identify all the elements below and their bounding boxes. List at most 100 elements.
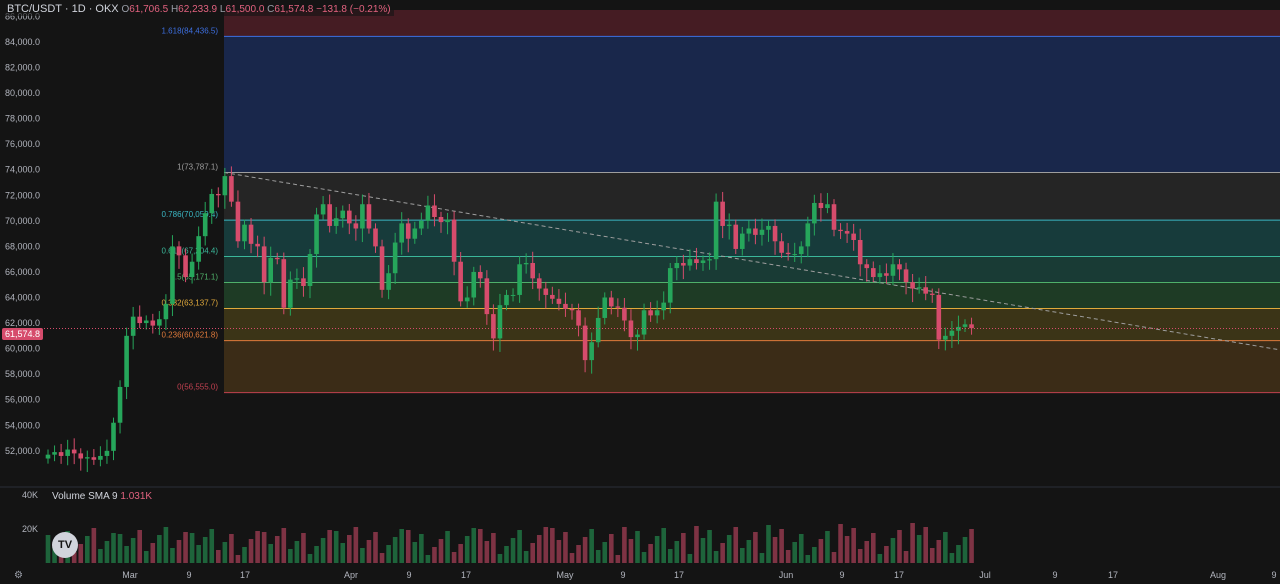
candle-body bbox=[353, 223, 359, 229]
candle-body bbox=[877, 273, 883, 278]
candle-body bbox=[478, 271, 483, 279]
volume-bar bbox=[157, 535, 162, 563]
candle-body bbox=[491, 314, 496, 339]
symbol-title[interactable]: BTC/USDT · 1D · OKX bbox=[7, 3, 119, 15]
volume-bar bbox=[753, 532, 758, 563]
candle-body bbox=[111, 422, 116, 451]
x-tick-label: 17 bbox=[894, 570, 904, 580]
volume-bar bbox=[104, 541, 110, 563]
volume-bar bbox=[137, 530, 142, 563]
candle-body bbox=[785, 252, 791, 255]
volume-bar bbox=[497, 554, 503, 563]
x-tick-label: Aug bbox=[1210, 570, 1226, 580]
volume-bar bbox=[615, 555, 621, 563]
candle-body bbox=[857, 240, 863, 265]
candle-body bbox=[707, 259, 712, 261]
candle-body bbox=[569, 309, 575, 311]
volume-bar bbox=[884, 546, 889, 563]
tradingview-logo[interactable]: TV bbox=[52, 532, 78, 558]
volume-bar bbox=[635, 531, 640, 563]
candle-body bbox=[969, 324, 974, 329]
candle-body bbox=[667, 268, 673, 303]
fib-label: 0.786(70,059.4) bbox=[162, 210, 219, 219]
volume-bar bbox=[641, 552, 647, 563]
volume-bar bbox=[373, 532, 378, 563]
volume-bar bbox=[536, 535, 542, 563]
close-value: 61,574.8 bbox=[274, 4, 314, 15]
candle-body bbox=[962, 324, 968, 327]
volume-bar bbox=[353, 527, 359, 563]
candle-body bbox=[772, 225, 778, 242]
candle-body bbox=[949, 330, 955, 336]
candle-body bbox=[740, 233, 745, 249]
candle-body bbox=[687, 259, 693, 266]
y-tick-label: 78,000.0 bbox=[5, 114, 40, 124]
volume-bar bbox=[910, 523, 915, 563]
gear-icon[interactable]: ⚙ bbox=[14, 570, 23, 581]
volume-bar bbox=[294, 541, 300, 563]
candle-body bbox=[523, 263, 529, 265]
candle-body bbox=[52, 452, 57, 455]
volume-legend[interactable]: Volume SMA 9 1.031K bbox=[52, 491, 152, 502]
volume-bar bbox=[432, 547, 437, 563]
volume-bar bbox=[130, 538, 136, 563]
candle-body bbox=[150, 320, 156, 326]
x-tick-label: 9 bbox=[186, 570, 191, 580]
volume-bar bbox=[360, 548, 365, 563]
volume-bar bbox=[550, 528, 555, 563]
volume-bar bbox=[622, 527, 627, 563]
x-tick-label: 9 bbox=[1052, 570, 1057, 580]
candle-body bbox=[176, 246, 182, 256]
candle-body bbox=[661, 302, 666, 311]
volume-bar bbox=[792, 542, 797, 563]
volume-bar bbox=[805, 555, 811, 563]
volume-bar bbox=[124, 546, 129, 563]
volume-bar bbox=[176, 540, 182, 563]
x-tick-label: 9 bbox=[839, 570, 844, 580]
volume-bar bbox=[563, 532, 568, 563]
volume-bar bbox=[242, 547, 247, 563]
fib-label: 0.382(63,137.7) bbox=[162, 299, 219, 308]
volume-bar bbox=[903, 551, 909, 563]
volume-bar bbox=[143, 551, 149, 563]
candle-body bbox=[556, 298, 562, 304]
volume-bar bbox=[347, 535, 352, 563]
candle-body bbox=[425, 205, 431, 221]
volume-bar bbox=[366, 540, 372, 563]
volume-bar bbox=[85, 536, 90, 563]
candle-body bbox=[884, 273, 889, 276]
volume-bar bbox=[163, 527, 169, 563]
volume-bar bbox=[844, 536, 850, 563]
low-value: 61,500.0 bbox=[225, 4, 265, 15]
volume-bar bbox=[98, 549, 103, 563]
volume-bar bbox=[674, 541, 680, 563]
volume-bar bbox=[530, 543, 535, 563]
volume-bar bbox=[543, 527, 549, 563]
candle-body bbox=[464, 297, 470, 302]
volume-bar bbox=[602, 542, 608, 563]
candle-body bbox=[798, 246, 804, 255]
volume-bar bbox=[733, 527, 739, 563]
candle-body bbox=[294, 278, 300, 280]
volume-bar bbox=[831, 552, 837, 563]
x-tick-label: 17 bbox=[1108, 570, 1118, 580]
candle-body bbox=[648, 310, 653, 316]
fib-label: 1.618(84,436.5) bbox=[162, 26, 219, 35]
volume-bar bbox=[871, 533, 876, 563]
change-value: −131.8 (−0.21%) bbox=[316, 4, 391, 15]
y-tick-label: 82,000.0 bbox=[5, 63, 40, 73]
volume-name: Volume SMA 9 bbox=[52, 491, 118, 502]
volume-bar bbox=[628, 539, 634, 563]
candle-body bbox=[209, 194, 215, 214]
fib-zone bbox=[224, 10, 1280, 37]
candle-body bbox=[78, 453, 84, 459]
volume-bar bbox=[255, 531, 260, 563]
candle-body bbox=[550, 294, 555, 299]
ohlc-legend: BTC/USDT · 1D · OKX O61,706.5 H62,233.9 … bbox=[4, 2, 394, 16]
fib-zone bbox=[224, 308, 1280, 341]
volume-bar bbox=[654, 536, 660, 563]
candle-body bbox=[609, 297, 614, 307]
candle-body bbox=[582, 325, 588, 361]
volume-bar bbox=[713, 551, 719, 563]
